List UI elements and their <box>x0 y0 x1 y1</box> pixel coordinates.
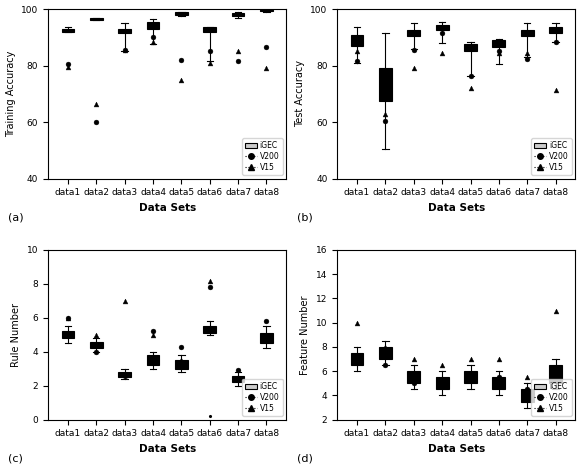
Legend: iGEC, V200, V15: iGEC, V200, V15 <box>531 138 572 175</box>
PathPatch shape <box>464 371 477 383</box>
X-axis label: Data Sets: Data Sets <box>428 203 485 213</box>
PathPatch shape <box>62 331 74 338</box>
PathPatch shape <box>203 326 216 333</box>
PathPatch shape <box>549 28 562 33</box>
PathPatch shape <box>260 333 273 344</box>
Y-axis label: Rule Number: Rule Number <box>11 303 21 367</box>
PathPatch shape <box>351 353 364 365</box>
Legend: iGEC, V200, V15: iGEC, V200, V15 <box>242 138 282 175</box>
PathPatch shape <box>90 18 103 20</box>
PathPatch shape <box>493 40 505 47</box>
Text: (b): (b) <box>297 212 313 223</box>
PathPatch shape <box>232 13 245 16</box>
PathPatch shape <box>232 375 245 382</box>
Legend: iGEC, V200, V15: iGEC, V200, V15 <box>531 379 572 416</box>
PathPatch shape <box>436 377 449 389</box>
PathPatch shape <box>379 347 392 359</box>
PathPatch shape <box>62 29 74 32</box>
X-axis label: Data Sets: Data Sets <box>139 203 196 213</box>
PathPatch shape <box>493 377 505 389</box>
PathPatch shape <box>203 28 216 32</box>
PathPatch shape <box>146 22 159 29</box>
PathPatch shape <box>521 389 533 402</box>
X-axis label: Data Sets: Data Sets <box>428 444 485 454</box>
PathPatch shape <box>379 68 392 101</box>
Legend: iGEC, V200, V15: iGEC, V200, V15 <box>242 379 282 416</box>
PathPatch shape <box>90 342 103 348</box>
Y-axis label: Test Accuracy: Test Accuracy <box>295 60 304 127</box>
PathPatch shape <box>351 35 364 46</box>
X-axis label: Data Sets: Data Sets <box>139 444 196 454</box>
Text: (c): (c) <box>8 453 23 464</box>
PathPatch shape <box>146 355 159 366</box>
Text: (a): (a) <box>8 212 23 223</box>
PathPatch shape <box>407 371 420 383</box>
Y-axis label: Training Accuracy: Training Accuracy <box>6 51 16 137</box>
PathPatch shape <box>464 44 477 51</box>
PathPatch shape <box>119 29 131 33</box>
PathPatch shape <box>175 360 188 369</box>
PathPatch shape <box>521 30 533 36</box>
PathPatch shape <box>119 372 131 377</box>
PathPatch shape <box>175 13 188 15</box>
PathPatch shape <box>549 365 562 383</box>
Y-axis label: Feature Number: Feature Number <box>300 295 310 374</box>
PathPatch shape <box>436 25 449 30</box>
PathPatch shape <box>407 30 420 36</box>
PathPatch shape <box>260 10 273 11</box>
Text: (d): (d) <box>297 453 313 464</box>
